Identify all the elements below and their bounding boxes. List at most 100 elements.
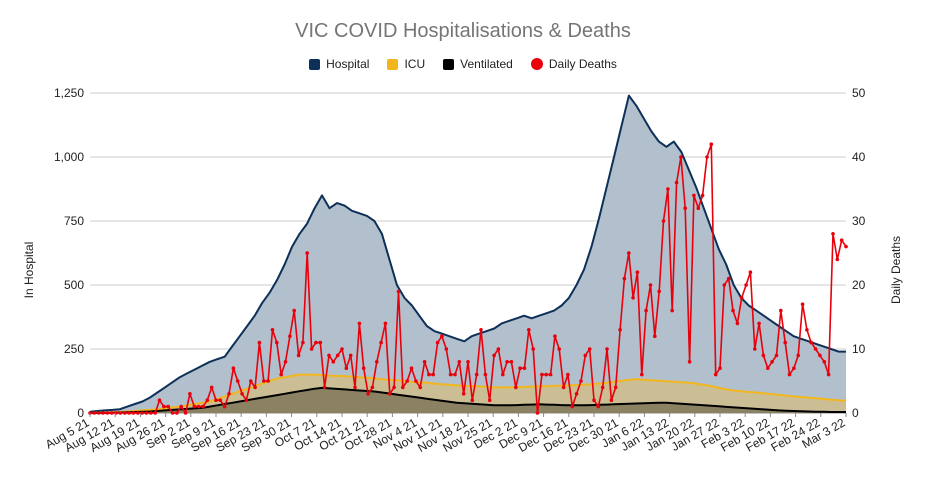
daily-deaths-point bbox=[748, 270, 753, 275]
daily-deaths-point bbox=[805, 328, 809, 332]
daily-deaths-point bbox=[344, 366, 349, 371]
daily-deaths-point bbox=[509, 360, 514, 364]
daily-deaths-point bbox=[800, 302, 805, 307]
daily-deaths-point bbox=[109, 411, 114, 415]
daily-deaths-point bbox=[718, 366, 722, 371]
daily-deaths-point bbox=[201, 404, 205, 409]
daily-deaths-point bbox=[492, 353, 496, 358]
daily-deaths-point bbox=[839, 238, 844, 242]
legend-item-daily-deaths[interactable]: Daily Deaths bbox=[530, 57, 617, 71]
daily-deaths-point bbox=[427, 372, 431, 377]
daily-deaths-point bbox=[183, 411, 188, 415]
daily-deaths-point bbox=[170, 411, 175, 415]
daily-deaths-point bbox=[570, 404, 575, 409]
daily-deaths-point bbox=[175, 411, 179, 415]
daily-deaths-point bbox=[505, 360, 509, 364]
daily-deaths-point bbox=[609, 398, 614, 403]
daily-deaths-point bbox=[379, 340, 383, 345]
daily-deaths-point bbox=[709, 142, 714, 146]
legend-label-hospital: Hospital bbox=[326, 57, 370, 71]
y-right-tick-label: 40 bbox=[852, 150, 866, 164]
daily-deaths-series bbox=[88, 142, 848, 415]
daily-deaths-point bbox=[249, 379, 253, 383]
daily-deaths-point bbox=[535, 411, 540, 415]
daily-deaths-point bbox=[696, 206, 701, 210]
daily-deaths-point bbox=[396, 289, 401, 294]
daily-deaths-point bbox=[418, 385, 423, 390]
daily-deaths-point bbox=[157, 398, 162, 403]
daily-deaths-point bbox=[322, 385, 327, 390]
daily-deaths-point bbox=[101, 411, 105, 415]
daily-deaths-point bbox=[661, 219, 666, 223]
daily-deaths-point bbox=[218, 398, 223, 403]
daily-deaths-point bbox=[644, 308, 648, 313]
daily-deaths-point bbox=[405, 379, 410, 383]
daily-deaths-point bbox=[474, 372, 479, 377]
daily-deaths-point bbox=[587, 347, 592, 351]
daily-deaths-point bbox=[92, 411, 97, 415]
daily-deaths-point bbox=[583, 353, 588, 358]
daily-deaths-point bbox=[235, 379, 240, 383]
daily-deaths-point bbox=[627, 251, 631, 255]
daily-deaths-point bbox=[296, 353, 301, 358]
daily-deaths-point bbox=[366, 392, 370, 396]
daily-deaths-point bbox=[383, 321, 388, 326]
daily-deaths-point bbox=[444, 347, 449, 351]
daily-deaths-point bbox=[540, 372, 544, 377]
daily-deaths-point bbox=[392, 385, 396, 390]
daily-deaths-point bbox=[726, 276, 731, 281]
daily-deaths-point bbox=[401, 385, 405, 390]
daily-deaths-point bbox=[648, 283, 653, 287]
area-ventilated bbox=[90, 387, 846, 413]
daily-deaths-point bbox=[409, 366, 414, 371]
daily-deaths-point bbox=[722, 283, 727, 287]
daily-deaths-point bbox=[553, 334, 557, 339]
daily-deaths-point bbox=[440, 334, 444, 339]
daily-deaths-point bbox=[796, 353, 800, 358]
daily-deaths-point bbox=[431, 372, 436, 377]
legend: Hospital ICU Ventilated Daily Deaths bbox=[0, 57, 926, 71]
daily-deaths-point bbox=[574, 392, 579, 396]
y-left-tick-label: 250 bbox=[64, 342, 84, 356]
daily-deaths-point bbox=[674, 180, 679, 185]
daily-deaths-point bbox=[422, 360, 427, 364]
daily-deaths-point bbox=[596, 404, 601, 409]
area-hospital bbox=[90, 95, 846, 413]
legend-swatch-hospital bbox=[309, 58, 321, 70]
daily-deaths-point bbox=[679, 155, 683, 159]
daily-deaths-point bbox=[618, 328, 622, 332]
daily-deaths-point bbox=[483, 372, 488, 377]
daily-deaths-point bbox=[787, 372, 792, 377]
daily-deaths-point bbox=[209, 385, 214, 390]
y-right-tick-label: 30 bbox=[852, 214, 866, 228]
daily-deaths-point bbox=[605, 347, 609, 351]
legend-swatch-ventilated bbox=[443, 58, 455, 70]
daily-deaths-point bbox=[544, 372, 548, 377]
daily-deaths-point bbox=[136, 411, 140, 415]
daily-deaths-point bbox=[335, 353, 340, 358]
daily-deaths-point bbox=[635, 270, 640, 275]
daily-deaths-point bbox=[631, 296, 635, 300]
daily-deaths-point bbox=[844, 244, 848, 249]
daily-deaths-point bbox=[548, 372, 553, 377]
legend-item-hospital[interactable]: Hospital bbox=[309, 57, 369, 71]
daily-deaths-point bbox=[479, 328, 483, 332]
daily-deaths-point bbox=[453, 372, 457, 377]
daily-deaths-point bbox=[501, 372, 505, 377]
legend-item-ventilated[interactable]: Ventilated bbox=[443, 57, 513, 71]
daily-deaths-point bbox=[388, 392, 392, 396]
daily-deaths-point bbox=[514, 385, 518, 390]
daily-deaths-point bbox=[613, 385, 618, 390]
legend-label-ventilated: Ventilated bbox=[460, 57, 513, 71]
y-right-tick-label: 0 bbox=[852, 406, 859, 420]
daily-deaths-point bbox=[470, 398, 475, 403]
daily-deaths-point bbox=[118, 411, 123, 415]
daily-deaths-point bbox=[461, 392, 466, 396]
daily-deaths-point bbox=[370, 385, 375, 390]
daily-deaths-point bbox=[127, 411, 131, 415]
legend-item-icu[interactable]: ICU bbox=[387, 57, 425, 71]
daily-deaths-point bbox=[314, 340, 318, 345]
daily-deaths-point bbox=[253, 385, 257, 390]
daily-deaths-point bbox=[496, 347, 501, 351]
